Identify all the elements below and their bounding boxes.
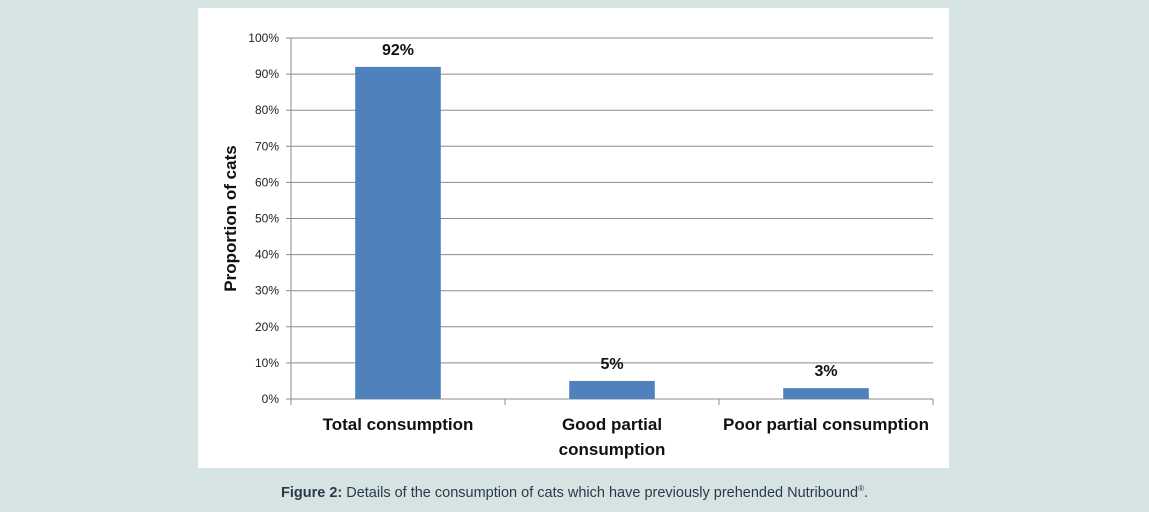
caption-label: Figure 2: [280,484,343,501]
y-tick-label: 80% [255,103,279,117]
y-tick-label: 70% [255,139,279,153]
data-label: 92% [382,42,414,59]
bar [355,66,441,399]
bar [783,388,869,399]
y-tick-label: 40% [255,248,279,262]
category-label: consumption [559,440,666,459]
registered-mark: ® [858,484,864,493]
category-label: Total consumption [323,415,474,434]
y-tick-label: 90% [255,67,279,81]
y-tick-label: 100% [248,31,279,45]
y-tick-label: 10% [255,356,279,370]
y-tick-label: 30% [255,284,279,298]
data-label: 5% [600,356,623,373]
caption-end: . [863,484,869,501]
y-tick-label: 20% [255,320,279,334]
category-label: Poor partial consumption [723,415,929,434]
y-tick-label: 0% [262,392,280,406]
figure-caption: Figure 2: Details of the consumption of … [0,484,1149,501]
data-label: 3% [814,363,837,380]
caption-text: Details of the consumption of cats which… [342,484,859,501]
bar [569,380,655,399]
y-tick-label: 60% [255,175,279,189]
y-tick-label: 50% [255,212,279,226]
chart-panel: 0% 10% 20% 30% 40% 50% 60% 70% 80% 90% 100% 92% Tota… [198,8,949,468]
category-label: Good partial [562,415,662,434]
y-axis-title: Proportion of cats [221,145,240,291]
bar-chart: 0% 10% 20% 30% 40% 50% 60% 70% 80% 90% 100% 92% Tota… [221,31,934,459]
